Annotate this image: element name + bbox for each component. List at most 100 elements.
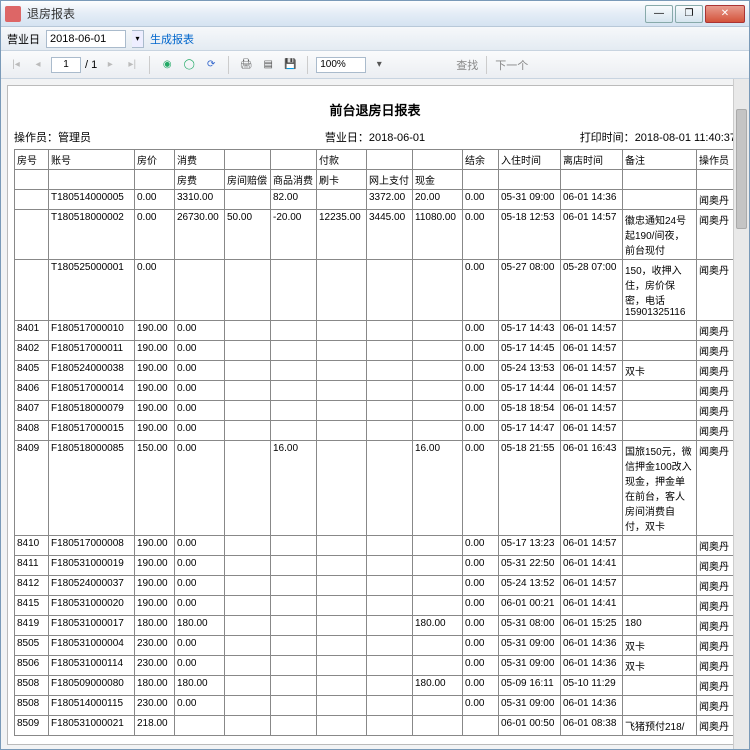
header-row-1: 房号账号房价消费付款结余入住时间离店时间备注操作员 [15,150,737,170]
cell: 闻奥丹 [697,421,737,441]
cell [367,596,413,616]
cell: F180517000010 [49,321,135,341]
cell: 06-01 14:57 [561,536,623,556]
cell: 8402 [15,341,49,361]
back-icon[interactable]: ◉ [158,56,176,74]
cell: 0.00 [175,421,225,441]
col-header: 房价 [135,150,175,170]
cell [271,636,317,656]
col-header: 消费 [175,150,225,170]
layout-icon[interactable]: ▤ [259,56,277,74]
next-page-icon[interactable]: ▸ [101,56,119,74]
cell [367,696,413,716]
toolbar-report-nav: |◂ ◂ / 1 ▸ ▸| ◉ ◯ ⟳ 🖨 ▤ 💾 ▾ 查找 下一个 [1,51,749,79]
cell: 06-01 14:41 [561,556,623,576]
header-row-2: 房费房间赔偿商品消费刷卡网上支付现金 [15,170,737,190]
cell: 180.00 [413,616,463,636]
prev-page-icon[interactable]: ◂ [29,56,47,74]
cell: 06-01 08:38 [561,716,623,736]
cell [623,596,697,616]
date-dropdown-icon[interactable]: ▾ [132,30,144,48]
table-row: 8411F180531000019190.000.000.0005-31 22:… [15,556,737,576]
cell [225,616,271,636]
cell [225,556,271,576]
close-button[interactable]: ✕ [705,5,745,23]
zoom-input[interactable] [316,57,366,73]
cell: F180531000004 [49,636,135,656]
col-subheader [463,170,499,190]
cell: 0.00 [175,381,225,401]
cell [367,636,413,656]
col-header [271,150,317,170]
cell [225,190,271,210]
cell: 闻奥丹 [697,636,737,656]
print-icon[interactable]: 🖨 [237,56,255,74]
find-next-label[interactable]: 下一个 [495,57,528,73]
cell [413,696,463,716]
table-row: 8509F180531000021218.0006-01 00:5006-01 … [15,716,737,736]
cell [271,260,317,321]
cell: 0.00 [175,576,225,596]
cell [225,441,271,536]
cell: 8411 [15,556,49,576]
table-row: 8410F180517000008190.000.000.0005-17 13:… [15,536,737,556]
generate-report-link[interactable]: 生成报表 [150,31,194,47]
cell: 180.00 [135,616,175,636]
cell: 闻奥丹 [697,696,737,716]
window-buttons: — ❐ ✕ [643,5,745,23]
cell [225,260,271,321]
cell: 闻奥丹 [697,260,737,321]
cell: 05-10 11:29 [561,676,623,696]
cell [225,421,271,441]
find-label[interactable]: 查找 [456,57,478,73]
minimize-button[interactable]: — [645,5,673,23]
cell [271,656,317,676]
col-header: 操作员 [697,150,737,170]
cell: 8412 [15,576,49,596]
cell: F180531000017 [49,616,135,636]
maximize-button[interactable]: ❐ [675,5,703,23]
col-subheader [623,170,697,190]
table-row: 8406F180517000014190.000.000.0005-17 14:… [15,381,737,401]
cell [317,716,367,736]
app-window: 退房报表 — ❐ ✕ 营业日 ▾ 生成报表 |◂ ◂ / 1 ▸ ▸| ◉ ◯ … [0,0,750,750]
cell: 06-01 14:57 [561,210,623,260]
cell: 0.00 [175,441,225,536]
cell [413,636,463,656]
cell: 双卡 [623,361,697,381]
col-header: 入住时间 [499,150,561,170]
cell: 05-31 09:00 [499,190,561,210]
scroll-thumb[interactable] [736,109,747,229]
last-page-icon[interactable]: ▸| [123,56,141,74]
cell: 8415 [15,596,49,616]
cell [225,341,271,361]
cell: F180524000037 [49,576,135,596]
cell [623,421,697,441]
refresh-icon[interactable]: ⟳ [202,56,220,74]
first-page-icon[interactable]: |◂ [7,56,25,74]
table-row: 8419F180531000017180.00180.00180.000.000… [15,616,737,636]
cell: 闻奥丹 [697,341,737,361]
cell: 190.00 [135,401,175,421]
cell: 0.00 [175,556,225,576]
vertical-scrollbar[interactable] [733,79,749,749]
cell: 闻奥丹 [697,656,737,676]
cell: 8406 [15,381,49,401]
cell [175,260,225,321]
cell: 0.00 [175,596,225,616]
stop-icon[interactable]: ◯ [180,56,198,74]
bizdate-input[interactable] [46,30,126,48]
zoom-dropdown-icon[interactable]: ▾ [370,56,388,74]
cell: 0.00 [463,441,499,536]
cell [413,260,463,321]
export-icon[interactable]: 💾 [281,56,299,74]
col-header [225,150,271,170]
cell [317,556,367,576]
cell: 05-18 18:54 [499,401,561,421]
col-subheader: 房费 [175,170,225,190]
page-input[interactable] [51,57,81,73]
cell: 8410 [15,536,49,556]
table-row: T1805250000010.000.0005-27 08:0005-28 07… [15,260,737,321]
cell: 0.00 [463,210,499,260]
cell [225,636,271,656]
